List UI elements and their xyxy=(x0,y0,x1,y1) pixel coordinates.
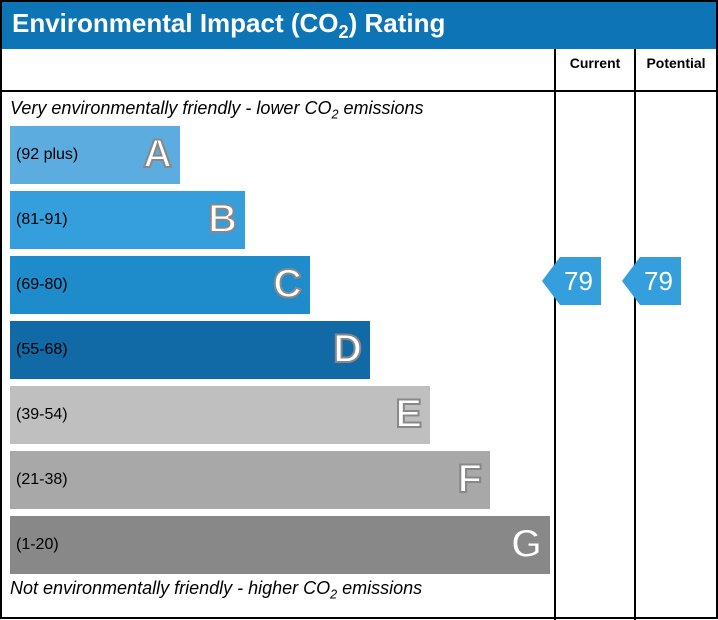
band-letter: G xyxy=(511,522,542,567)
title-prefix: Environmental Impact (CO xyxy=(12,8,339,38)
top-note: Very environmentally friendly - lower CO… xyxy=(2,96,554,124)
rating-chart: Environmental Impact (CO2) Rating Curren… xyxy=(0,0,718,619)
band-letter: E xyxy=(395,392,422,437)
band-letter: C xyxy=(273,262,302,307)
band-letter: A xyxy=(143,132,172,177)
chart-grid: Current Potential Very environmentally f… xyxy=(2,49,716,620)
potential-column: 79 xyxy=(636,92,716,620)
header-current: Current xyxy=(556,49,636,92)
chart-title: Environmental Impact (CO2) Rating xyxy=(2,2,716,49)
header-potential: Potential xyxy=(636,49,716,92)
title-suffix: ) Rating xyxy=(349,8,446,38)
rating-arrow-potential: 79 xyxy=(622,257,681,305)
band-letter: B xyxy=(208,197,237,242)
rating-band-c: (69-80) C xyxy=(10,256,310,314)
rating-band-b: (81-91) B xyxy=(10,191,245,249)
rating-arrow-current: 79 xyxy=(542,257,601,305)
bars-list: (92 plus) A (81-91) B (69-80) C (55-68) D (39-54… xyxy=(2,124,554,576)
band-range: (81-91) xyxy=(10,211,68,229)
band-letter: D xyxy=(333,327,362,372)
band-letter: F xyxy=(458,457,482,502)
bottom-note: Not environmentally friendly - higher CO… xyxy=(2,576,554,604)
current-column: 79 xyxy=(556,92,636,620)
rating-band-a: (92 plus) A xyxy=(10,126,180,184)
rating-band-g: (1-20) G xyxy=(10,516,550,574)
band-range: (69-80) xyxy=(10,276,68,294)
rating-band-f: (21-38) F xyxy=(10,451,490,509)
rating-band-e: (39-54) E xyxy=(10,386,430,444)
rating-band-d: (55-68) D xyxy=(10,321,370,379)
rating-value-potential: 79 xyxy=(640,257,681,305)
band-range: (21-38) xyxy=(10,471,68,489)
band-range: (39-54) xyxy=(10,406,68,424)
band-range: (55-68) xyxy=(10,341,68,359)
title-sub: 2 xyxy=(339,22,349,42)
band-range: (1-20) xyxy=(10,536,59,554)
bands-column: Very environmentally friendly - lower CO… xyxy=(2,92,556,620)
band-range: (92 plus) xyxy=(10,146,78,164)
header-empty xyxy=(2,49,556,92)
rating-value-current: 79 xyxy=(560,257,601,305)
